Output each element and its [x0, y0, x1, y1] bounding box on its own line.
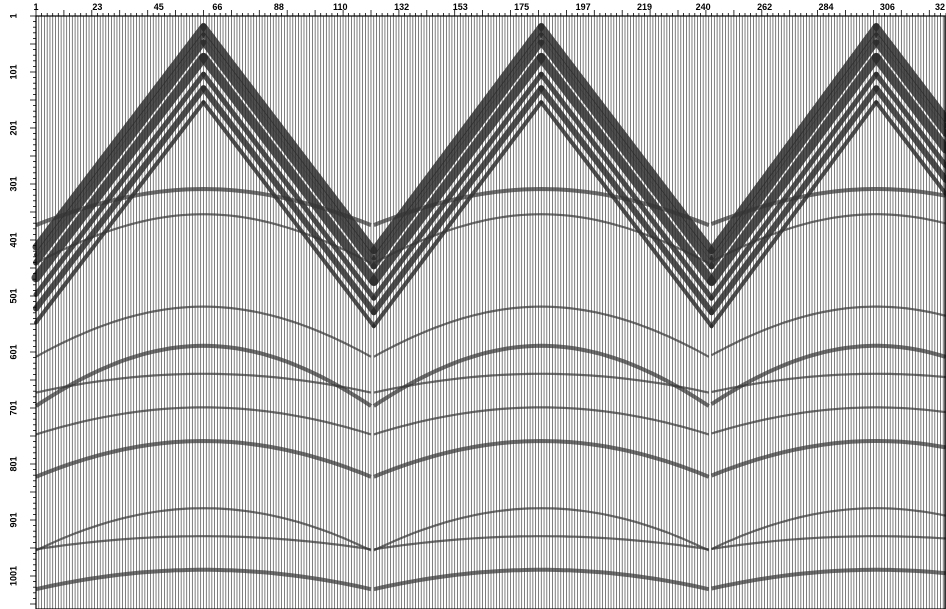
direct-wave-band: [31, 52, 208, 283]
y-tick-label: 401: [8, 232, 18, 247]
reflection-event: [710, 187, 946, 226]
reflection-event: [711, 406, 946, 435]
reflection-event: [35, 186, 372, 227]
x-tick-label: 197: [576, 2, 591, 12]
reflection-event: [373, 507, 710, 552]
reflection-event: [35, 406, 372, 436]
y-tick-label: 1001: [8, 566, 18, 586]
x-tick-label: 153: [453, 2, 468, 12]
direct-wave-band: [33, 39, 207, 266]
direct-wave-band: [872, 23, 946, 122]
direct-wave-band: [201, 71, 377, 301]
direct-wave-band: [707, 52, 881, 286]
reflection-event: [35, 213, 372, 265]
direct-wave-band: [538, 39, 715, 270]
direct-wave-band: [201, 100, 376, 329]
reflection-event: [711, 507, 946, 551]
reflection-event: [711, 372, 946, 394]
x-tick-label: 284: [818, 2, 833, 12]
y-tick-label: 201: [8, 120, 18, 135]
y-tick-label: 601: [8, 344, 18, 359]
trace-wiggles: [35, 16, 946, 609]
reflection-event: [35, 438, 372, 479]
reflection-event: [373, 372, 709, 394]
direct-wave-band: [370, 39, 545, 270]
reflection-event: [373, 305, 710, 358]
direct-wave-band: [708, 39, 880, 270]
reflection-event: [711, 535, 946, 550]
direct-wave-band: [371, 100, 544, 329]
reflection-event: [710, 213, 946, 263]
direct-wave-band: [34, 100, 206, 325]
reflection-event: [35, 567, 372, 592]
direct-wave-band: [33, 71, 206, 297]
x-tick-label: 262: [757, 2, 772, 12]
direct-wave-band: [200, 23, 378, 255]
direct-wave-band: [371, 71, 544, 301]
reflection-event: [373, 186, 710, 227]
reflection-event: [373, 535, 709, 551]
reflection-event: [34, 343, 373, 408]
direct-wave-band: [199, 52, 379, 286]
x-tick-label: 240: [696, 2, 711, 12]
direct-wave-band: [200, 39, 377, 270]
direct-wave-band: [34, 32, 206, 257]
reflection-event: [710, 439, 946, 478]
direct-wave-band: [874, 100, 946, 196]
direct-wave-band: [709, 71, 879, 301]
direct-wave-band: [873, 85, 946, 183]
direct-wave-band: [873, 71, 946, 169]
reflection-event: [35, 305, 372, 358]
reflection-event: [35, 507, 372, 552]
direct-wave-band: [201, 32, 376, 261]
x-tick-label: 88: [274, 2, 284, 12]
x-tick-label: 1: [33, 2, 38, 12]
reflection-event: [372, 343, 710, 408]
direct-wave-band: [873, 39, 946, 138]
y-tick-label: 501: [8, 288, 18, 303]
direct-wave-band: [537, 23, 715, 255]
y-tick-label: 901: [8, 512, 18, 527]
direct-wave-band: [539, 32, 714, 261]
x-tick-label: 66: [212, 2, 222, 12]
reflection-event: [373, 438, 710, 479]
reflection-event: [373, 567, 710, 592]
x-axis-trace-numbers: 1 23 45 66 88 110 132 153 175 197 219 240 262 284 306 3…: [33, 2, 946, 16]
direct-wave-band: [369, 52, 546, 286]
reflection-event: [710, 343, 946, 406]
y-tick-label: 701: [8, 400, 18, 415]
x-tick-label: 219: [637, 2, 652, 12]
reflection-event: [373, 213, 710, 265]
x-tick-label: 306: [880, 2, 895, 12]
direct-wave-band: [709, 100, 879, 329]
reflection-event: [35, 372, 372, 394]
x-tick-label: 132: [394, 2, 409, 12]
direct-wave-band: [371, 32, 544, 261]
x-tick-label: 23: [92, 2, 102, 12]
direct-wave-band: [539, 100, 714, 329]
direct-wave-band: [874, 32, 946, 129]
direct-wave-band: [536, 52, 716, 286]
direct-wave-band: [709, 32, 879, 261]
reflection-event: [373, 406, 710, 436]
reflection-event: [710, 305, 946, 357]
reflection-events: [31, 23, 946, 592]
direct-wave-band: [32, 23, 207, 251]
reflection-event: [711, 567, 946, 591]
reflection-event: [35, 535, 372, 551]
x-tick-label: 32: [935, 2, 945, 12]
direct-wave-band: [538, 71, 714, 301]
y-tick-label: 801: [8, 456, 18, 471]
x-tick-label: 45: [154, 2, 164, 12]
y-axis-sample-numbers: 1 101 201 301 401 501 601 701 801 901 1001: [8, 13, 36, 605]
y-tick-label: 1: [8, 13, 18, 18]
x-tick-label: 110: [333, 2, 348, 12]
y-tick-label: 101: [8, 64, 18, 79]
x-tick-label: 175: [514, 2, 529, 12]
y-tick-label: 301: [8, 176, 18, 191]
direct-wave-band: [871, 52, 946, 154]
